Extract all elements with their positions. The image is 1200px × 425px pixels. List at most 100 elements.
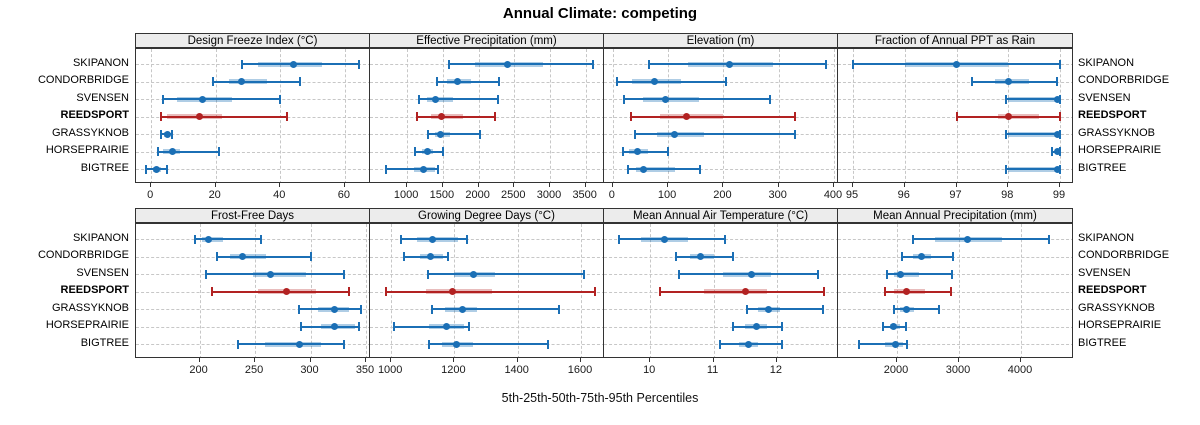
gridline-v [904, 49, 906, 182]
median-dot [748, 270, 756, 278]
whisker-cap [621, 147, 624, 156]
axis-tick [390, 358, 392, 362]
axis-tick [150, 183, 152, 187]
iqr-band [893, 271, 919, 277]
axis-tick [453, 358, 455, 362]
axis-tick [649, 358, 651, 362]
whisker-cap [342, 339, 345, 349]
median-dot [168, 148, 176, 155]
percentile-whisker [385, 168, 438, 170]
whisker-cap [724, 234, 726, 244]
whisker-cap [857, 339, 860, 349]
percentile-whisker [631, 115, 796, 118]
axis-tick-label: 300 [300, 364, 319, 376]
median-dot [469, 270, 477, 278]
station-label-left: REEDSPORT [60, 284, 129, 296]
percentile-whisker [884, 290, 951, 293]
axis-tick-label: 350 [355, 364, 375, 376]
median-dot [295, 340, 303, 348]
gridline-v [199, 224, 201, 357]
whisker-cap [426, 129, 429, 139]
whisker-cap [901, 252, 903, 261]
station-label-right: HORSEPRAIRIE [1078, 319, 1162, 331]
median-dot [1004, 78, 1012, 85]
whisker-cap [211, 77, 214, 86]
panel-header: Elevation (m) [603, 33, 838, 48]
median-dot [897, 270, 905, 278]
median-dot [267, 270, 275, 278]
whisker-cap [298, 304, 301, 314]
median-dot [458, 305, 466, 313]
whisker-cap [205, 269, 208, 279]
gridline-h [370, 151, 603, 153]
whisker-cap [822, 304, 825, 314]
axis-tick-label: 3000 [536, 189, 562, 201]
axis-tick [580, 358, 581, 362]
whisker-cap [622, 94, 625, 104]
percentile-whisker [1005, 168, 1060, 170]
whisker-cap [911, 234, 914, 244]
percentile-whisker [627, 168, 701, 170]
whisker-cap [1004, 164, 1007, 174]
iqr-band [643, 96, 699, 102]
percentile-whisker [432, 308, 559, 310]
median-dot [152, 165, 160, 173]
whisker-cap [781, 322, 783, 331]
station-label-left: SVENSEN [76, 266, 129, 279]
axis-tick-label: 20 [208, 189, 221, 201]
percentile-whisker [858, 343, 907, 345]
station-label-left: CONDORBRIDGE [37, 74, 129, 86]
whisker-cap [817, 269, 820, 279]
percentile-whisker [623, 98, 771, 100]
axis-tick-label: 0 [147, 189, 154, 201]
axis-tick [903, 183, 905, 187]
panel-header: Mean Annual Air Temperature (°C) [603, 208, 838, 223]
iqr-band [430, 114, 463, 119]
median-dot [453, 78, 461, 85]
whisker-cap [309, 252, 312, 261]
panel-header: Growing Degree Days (°C) [369, 208, 604, 223]
whisker-cap [159, 129, 162, 139]
panel-plot [603, 223, 838, 358]
gridline-v [407, 49, 409, 182]
iqr-band [997, 114, 1040, 119]
percentile-whisker [622, 150, 669, 153]
percentile-whisker [902, 255, 953, 258]
whisker-cap [358, 59, 361, 69]
whisker-cap [299, 322, 302, 331]
axis-tick [549, 183, 550, 187]
whisker-cap [1004, 129, 1007, 139]
station-label-right: CONDORBRIDGE [1078, 74, 1170, 86]
whisker-cap [630, 112, 633, 121]
whisker-cap [393, 322, 396, 331]
axis-tick-label: 1600 [567, 364, 593, 376]
whisker-cap [781, 339, 783, 349]
axis-tick-label: 1500 [429, 189, 455, 201]
whisker-cap [699, 164, 702, 174]
median-dot [639, 165, 647, 173]
whisker-cap [885, 269, 888, 279]
percentile-whisker [429, 343, 548, 345]
axis-tick-label: 99 [1052, 189, 1066, 201]
whisker-cap [583, 269, 586, 279]
panel-header: Design Freeze Index (°C) [135, 33, 370, 48]
axis-tick-label: 98 [1001, 189, 1014, 201]
whisker-cap [156, 147, 159, 156]
whisker-cap [971, 77, 973, 86]
whisker-cap [431, 304, 434, 314]
percentile-whisker [195, 238, 261, 240]
gridline-h [370, 239, 603, 240]
gridline-h [838, 309, 1072, 310]
whisker-cap [414, 147, 416, 156]
whisker-cap [436, 164, 439, 174]
whisker-cap [557, 304, 560, 314]
median-dot [423, 148, 431, 155]
iqr-band [636, 166, 675, 172]
station-label-left: GRASSYKNOB [51, 301, 129, 314]
median-dot [1053, 130, 1061, 138]
percentile-whisker [448, 63, 593, 65]
percentile-whisker [1005, 133, 1060, 135]
gridline-v [344, 49, 346, 182]
median-dot [428, 235, 436, 243]
whisker-cap [824, 59, 827, 69]
